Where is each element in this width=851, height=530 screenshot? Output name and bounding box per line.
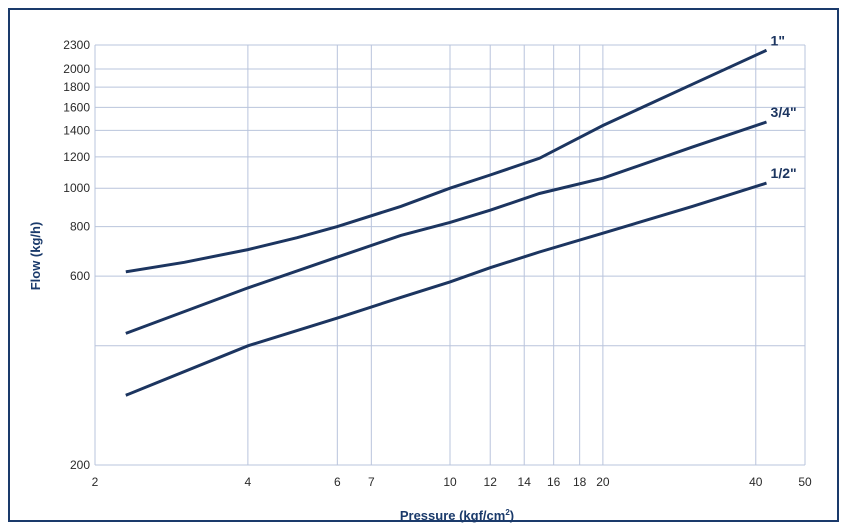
x-axis-title-sup: 2: [505, 508, 510, 517]
chart-frame: [8, 8, 839, 522]
y-tick-label-800: 800: [70, 220, 90, 234]
x-tick-label-12: 12: [484, 475, 498, 489]
x-tick-label-14: 14: [518, 475, 532, 489]
y-tick-label-1200: 1200: [63, 150, 90, 164]
x-tick-label-7: 7: [368, 475, 375, 489]
y-axis-title: Flow (kg/h): [28, 222, 43, 291]
x-tick-label-40: 40: [749, 475, 763, 489]
x-tick-labels: 2 4 6 7 10 12 14 16 18 20 40 50: [92, 475, 812, 489]
series-line-2: [125, 181, 767, 397]
series-label-1: 3/4": [771, 104, 797, 120]
y-tick-label-1000: 1000: [63, 181, 90, 195]
x-tick-label-50: 50: [798, 475, 812, 489]
y-tick-label-200: 200: [70, 458, 90, 472]
series-label-2: 1/2": [771, 165, 797, 181]
series-label-0: 1": [771, 32, 785, 48]
y-tick-label-2300: 2300: [63, 38, 90, 52]
x-tick-label-10: 10: [443, 475, 457, 489]
y-tick-labels: 200 600 800 1000 1200 1400 1600 1800 2000 2300: [63, 38, 90, 472]
grid: [94, 44, 806, 466]
y-tick-label-1800: 1800: [63, 80, 90, 94]
y-tick-label-1600: 1600: [63, 100, 90, 114]
x-tick-label-6: 6: [334, 475, 341, 489]
series-lines: [125, 48, 768, 397]
x-axis-title-main: Pressure (kgf/cm: [400, 508, 506, 523]
series-line-1: [125, 120, 767, 335]
series-labels: 1" 3/4" 1/2": [771, 32, 797, 181]
y-tick-label-1400: 1400: [63, 123, 90, 137]
y-tick-label-2000: 2000: [63, 62, 90, 76]
x-axis-title-close: ): [510, 508, 514, 523]
y-tick-label-600: 600: [70, 269, 90, 283]
x-tick-label-4: 4: [245, 475, 252, 489]
x-tick-label-20: 20: [596, 475, 610, 489]
x-tick-label-2: 2: [92, 475, 99, 489]
x-axis-title: Pressure (kgf/cm2): [400, 508, 514, 523]
x-tick-label-18: 18: [573, 475, 587, 489]
x-tick-label-16: 16: [547, 475, 561, 489]
series-line-0: [125, 48, 768, 274]
